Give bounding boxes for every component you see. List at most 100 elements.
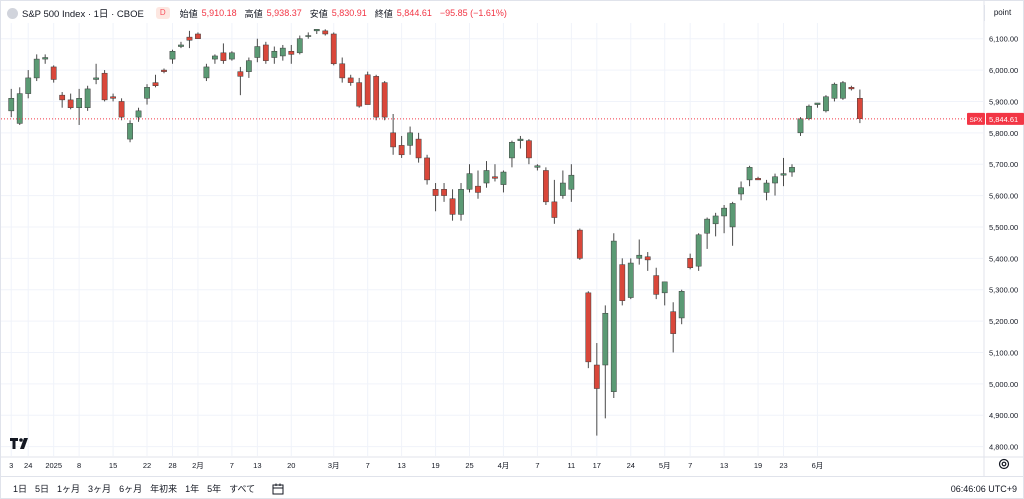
range-button-all[interactable]: すべて xyxy=(229,483,256,494)
candle xyxy=(33,54,40,82)
candle-body xyxy=(857,98,863,119)
price-tick-label: 4,900.00 xyxy=(989,411,1018,420)
candle xyxy=(466,164,473,193)
symbol-title[interactable]: S&P 500 Index · 1日 · CBOE xyxy=(22,9,144,20)
time-tick-label: 4月 xyxy=(498,461,510,470)
time-tick-label: 17 xyxy=(593,461,601,470)
candle xyxy=(398,135,405,158)
candle xyxy=(432,183,439,212)
time-tick-label: 7 xyxy=(230,461,234,470)
range-button-5y[interactable]: 5年 xyxy=(207,483,222,494)
range-button-ytd[interactable]: 年初来 xyxy=(150,483,178,494)
candle xyxy=(245,57,252,78)
candle-body xyxy=(25,77,32,94)
candle xyxy=(441,183,447,202)
candle-body xyxy=(245,60,252,72)
price-scale-unit[interactable]: point xyxy=(984,5,1020,21)
candle-body xyxy=(653,275,660,295)
candle-body xyxy=(415,138,422,159)
candle xyxy=(364,71,371,105)
price-chart[interactable]: 4,800.00 4,900.00 5,000.00 5,100.00 5,200.00… xyxy=(1,1,1024,476)
candle-body xyxy=(534,165,541,168)
candle-body xyxy=(559,182,566,196)
open-label: 始値 xyxy=(179,8,198,19)
time-tick-label: 19 xyxy=(431,461,439,470)
candle xyxy=(857,89,863,124)
candle xyxy=(195,32,201,39)
candle xyxy=(178,41,184,49)
candle-series xyxy=(8,29,863,436)
candle-body xyxy=(101,72,108,101)
candle-body xyxy=(229,52,235,60)
candle xyxy=(823,95,829,113)
candle-body xyxy=(296,38,303,54)
range-button-6m[interactable]: 6ヶ月 xyxy=(119,483,143,494)
time-tick-label: 7 xyxy=(366,461,370,470)
clock-timezone[interactable]: 06:46:06 UTC+9 xyxy=(950,483,1017,494)
candle-body xyxy=(356,82,363,107)
candle-body xyxy=(407,132,413,146)
price-tick-label: 5,900.00 xyxy=(989,97,1018,106)
candle-body xyxy=(704,218,711,234)
candle-body xyxy=(398,145,405,156)
candle-body xyxy=(458,189,464,215)
last-price-marker: SPX 5,844.61 xyxy=(1,112,1024,125)
candle-body xyxy=(840,82,846,99)
candle-body xyxy=(50,66,57,80)
candle xyxy=(76,88,83,125)
settings-gear-icon[interactable] xyxy=(997,457,1011,471)
candle xyxy=(127,120,133,143)
candle-body xyxy=(806,105,812,119)
candle xyxy=(67,93,74,110)
candle xyxy=(203,63,210,82)
candle xyxy=(585,291,592,369)
time-tick-label: 11 xyxy=(567,461,575,470)
candle xyxy=(780,157,787,187)
candle xyxy=(644,252,651,271)
candle-body xyxy=(441,189,447,196)
candle-body xyxy=(373,76,380,118)
time-tick-label: 13 xyxy=(397,461,405,470)
last-price-value: 5,844.61 xyxy=(989,115,1018,124)
candle-body xyxy=(135,110,142,118)
range-button-5d[interactable]: 5日 xyxy=(35,483,50,494)
candle-body xyxy=(84,88,91,108)
candle-body xyxy=(33,58,40,79)
candle-body xyxy=(789,167,795,173)
candle xyxy=(593,343,600,436)
last-price-ticker-tag xyxy=(967,112,985,125)
range-button-3m[interactable]: 3ヶ月 xyxy=(88,483,112,494)
tradingview-logo-icon[interactable] xyxy=(10,436,32,450)
low-value: 5,830.91 xyxy=(331,8,367,18)
last-price-ticker: SPX xyxy=(969,117,983,124)
range-button-1y[interactable]: 1年 xyxy=(185,483,200,494)
candle-body xyxy=(288,50,295,55)
price-tick-label: 5,700.00 xyxy=(989,160,1018,169)
range-button-1m[interactable]: 1ヶ月 xyxy=(57,483,81,494)
candle xyxy=(763,179,770,201)
price-tick-label: 5,600.00 xyxy=(989,192,1018,201)
candle-body xyxy=(93,77,99,80)
candle-body xyxy=(271,50,278,58)
candle-body xyxy=(390,132,397,148)
candle-body xyxy=(509,141,515,159)
candle-body xyxy=(466,173,473,190)
range-button-1d[interactable]: 1日 xyxy=(13,483,28,494)
candle xyxy=(678,289,685,325)
candle xyxy=(25,70,32,99)
candle-body xyxy=(483,170,490,184)
interval-badge[interactable]: D xyxy=(155,7,170,19)
change-value: −95.85 (−1.61%) xyxy=(439,8,507,18)
candle-body xyxy=(500,171,507,185)
candle xyxy=(797,117,804,136)
calendar-range-icon[interactable] xyxy=(271,482,285,496)
high-label: 高値 xyxy=(244,8,263,19)
candle-body xyxy=(772,176,778,184)
candle xyxy=(330,32,337,66)
price-axis: 4,800.00 4,900.00 5,000.00 5,100.00 5,200.00… xyxy=(983,1,1018,476)
candle-body xyxy=(364,74,371,105)
candle-body xyxy=(602,312,609,366)
candle-body xyxy=(585,292,592,363)
candle xyxy=(305,32,312,39)
